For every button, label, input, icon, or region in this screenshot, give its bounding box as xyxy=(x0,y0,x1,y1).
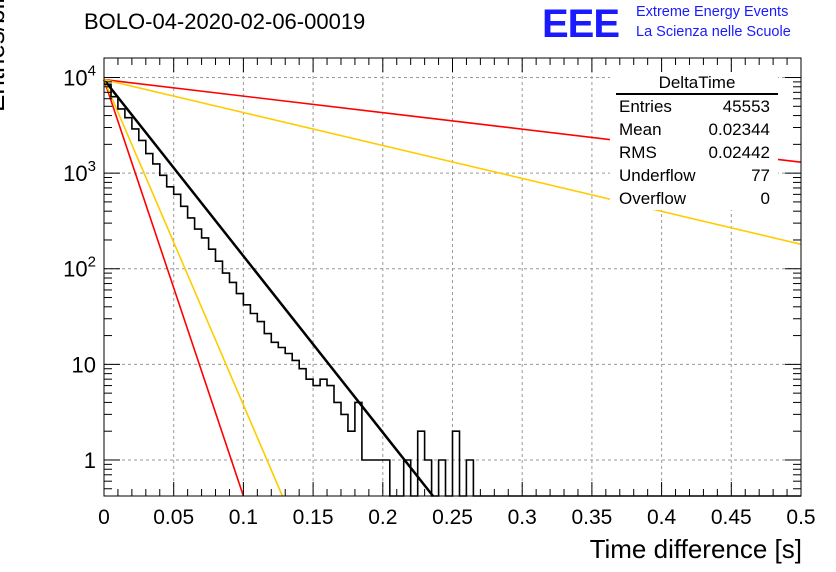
stats-value: 0.02344 xyxy=(708,120,770,139)
x-tick-label: 0.4 xyxy=(647,506,677,529)
y-axis-label: Entries/bin xyxy=(0,0,10,112)
x-tick-label: 0.2 xyxy=(368,506,397,529)
fit-curve xyxy=(103,78,802,246)
stats-row: RMS 0.02442 xyxy=(610,141,778,164)
stats-title: DeltaTime xyxy=(616,72,778,95)
stats-row: Entries 45553 xyxy=(610,95,778,118)
x-tick-label: 0.15 xyxy=(293,506,334,529)
axis-ticks: 0 0.05 0.1 0.15 0.2 0.25 0.3 0.35 0.4 0.45 0.5 1 10 1… xyxy=(63,58,816,529)
logo-line-1: Extreme Energy Events xyxy=(636,4,789,20)
x-tick-label: 0.25 xyxy=(432,506,473,529)
stats-label: Overflow xyxy=(619,189,687,208)
y-tick-label: 103 xyxy=(63,158,96,186)
fit-curve xyxy=(103,79,245,497)
run-title: BOLO-04-2020-02-06-00019 xyxy=(84,9,366,34)
stats-value: 0 xyxy=(760,189,770,208)
x-axis-label: Time difference [s] xyxy=(589,534,802,564)
stats-row: Mean 0.02344 xyxy=(610,118,778,141)
stats-value: 77 xyxy=(751,166,770,185)
stats-label: Underflow xyxy=(619,166,696,185)
stats-value: 0.02442 xyxy=(708,143,770,162)
x-tick-label: 0.35 xyxy=(571,506,612,529)
stats-row: Overflow 0 xyxy=(610,187,778,210)
stats-label: RMS xyxy=(619,143,657,162)
stats-row: Underflow 77 xyxy=(610,164,778,187)
logo-line-2: La Scienza nelle Scuole xyxy=(636,24,791,40)
x-tick-label: 0.5 xyxy=(786,506,815,529)
x-tick-label: 0.45 xyxy=(711,506,752,529)
fit-curve xyxy=(103,78,434,497)
y-tick-label: 10 xyxy=(72,352,96,377)
stats-box: DeltaTime Entries 45553 Mean 0.02344 RMS… xyxy=(610,72,778,210)
stats-label: Entries xyxy=(619,97,672,116)
y-tick-label: 104 xyxy=(63,63,96,91)
x-tick-label: 0.1 xyxy=(229,506,258,529)
x-tick-label: 0.3 xyxy=(508,506,537,529)
fit-curve xyxy=(103,79,284,497)
stats-label: Mean xyxy=(619,120,662,139)
x-tick-label: 0 xyxy=(98,506,110,529)
y-tick-label: 102 xyxy=(63,254,96,282)
stats-value: 45553 xyxy=(722,97,770,116)
y-tick-label: 1 xyxy=(84,448,96,473)
x-tick-label: 0.05 xyxy=(153,506,194,529)
eee-logo: EEE xyxy=(542,2,620,46)
